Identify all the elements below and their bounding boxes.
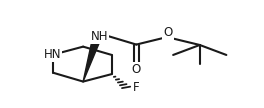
Text: O: O <box>132 63 141 76</box>
Text: O: O <box>163 26 173 39</box>
Text: NH: NH <box>91 30 108 43</box>
Text: F: F <box>133 81 139 94</box>
Text: HN: HN <box>44 48 61 61</box>
Polygon shape <box>83 36 102 82</box>
